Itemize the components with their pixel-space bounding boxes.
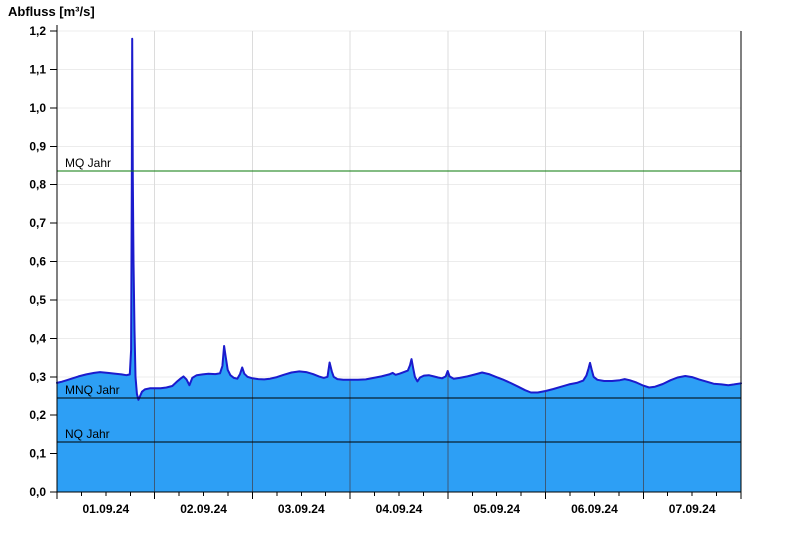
svg-text:03.09.24: 03.09.24 (278, 502, 325, 516)
svg-text:0,0: 0,0 (29, 485, 46, 499)
svg-text:0,3: 0,3 (29, 370, 46, 384)
chart-title: Abfluss [m³/s] (8, 4, 95, 19)
svg-text:0,9: 0,9 (29, 139, 46, 153)
reference-lines: MQ Jahr MNQ Jahr NQ Jahr (57, 156, 741, 443)
svg-text:05.09.24: 05.09.24 (473, 502, 520, 516)
svg-text:0,2: 0,2 (29, 408, 46, 422)
discharge-area (57, 38, 741, 492)
svg-text:0,6: 0,6 (29, 255, 46, 269)
y-axis-labels: 0,0 0,1 0,2 0,3 0,4 0,5 0,6 0,7 0,8 0,9 1,0 1,1 1,2 (29, 24, 46, 499)
svg-text:02.09.24: 02.09.24 (180, 502, 227, 516)
svg-text:04.09.24: 04.09.24 (376, 502, 423, 516)
svg-text:01.09.24: 01.09.24 (82, 502, 129, 516)
svg-text:0,5: 0,5 (29, 293, 46, 307)
y-axis-ticks (50, 30, 57, 493)
reference-line-label-mnq-jahr: MNQ Jahr (65, 383, 120, 397)
x-axis-ticks (56, 492, 742, 499)
svg-text:0,7: 0,7 (29, 216, 46, 230)
svg-text:06.09.24: 06.09.24 (571, 502, 618, 516)
svg-text:1,2: 1,2 (29, 24, 46, 38)
reference-line-label-nq-jahr: NQ Jahr (65, 427, 110, 441)
reference-line-label-mq-jahr: MQ Jahr (65, 156, 111, 170)
svg-text:0,4: 0,4 (29, 331, 46, 345)
svg-text:1,0: 1,0 (29, 101, 46, 115)
discharge-line (56, 37, 742, 401)
svg-text:0,8: 0,8 (29, 178, 46, 192)
svg-text:0,1: 0,1 (29, 447, 46, 461)
svg-text:07.09.24: 07.09.24 (669, 502, 716, 516)
x-axis-labels: 01.09.24 02.09.24 03.09.24 04.09.24 05.09.24… (82, 502, 715, 516)
svg-text:1,1: 1,1 (29, 62, 46, 76)
